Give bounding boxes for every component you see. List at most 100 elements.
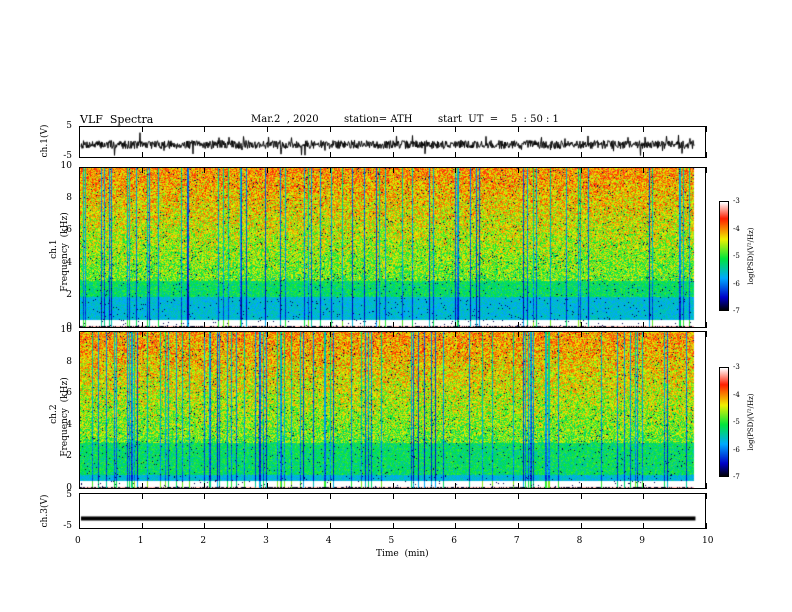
station-label: station= ATH <box>344 114 413 125</box>
ch1-spectrogram-panel <box>79 167 706 328</box>
x-tick-mark <box>392 126 394 132</box>
x-tick-mark <box>141 493 143 499</box>
x-tick-mark <box>141 331 143 337</box>
x-tick-mark <box>204 152 206 158</box>
x-tick-mark <box>392 523 394 529</box>
x-tick-mark <box>267 152 269 158</box>
ch1-ytick-top: 5 <box>66 121 72 131</box>
x-tick-mark <box>580 126 582 132</box>
x-tick-mark <box>643 523 645 529</box>
x-tick-label: 5 <box>388 536 395 546</box>
x-tick-mark <box>267 167 269 173</box>
x-tick-mark <box>580 523 582 529</box>
ch1-colorbar-gradient <box>720 202 728 310</box>
ch1-spec-ytick-label: 2 <box>66 289 72 300</box>
x-tick-mark <box>141 523 143 529</box>
x-tick-mark <box>204 523 206 529</box>
ch3-ylabel: ch.3(V) <box>40 494 50 528</box>
ch2-spec-ytick-label: 4 <box>66 419 72 430</box>
ch2-spec-ytick-label: 2 <box>66 451 72 462</box>
x-tick-mark <box>455 126 457 132</box>
x-tick-mark <box>643 167 645 173</box>
x-tick-mark <box>392 331 394 337</box>
ch1-spectrogram-image <box>80 168 705 327</box>
ch3-ytick-bottom: -5 <box>63 521 72 531</box>
x-tick-mark <box>204 483 206 489</box>
ch2-cbar-tick-1: -4 <box>733 391 740 399</box>
x-tick-label: 8 <box>576 536 583 546</box>
ch1-ytick-bottom: -5 <box>63 151 72 161</box>
x-tick-mark <box>204 331 206 337</box>
x-tick-mark <box>79 322 80 328</box>
x-tick-mark <box>580 483 582 489</box>
x-tick-mark <box>517 126 519 132</box>
x-tick-mark <box>455 523 457 529</box>
x-tick-label: 2 <box>200 536 207 546</box>
x-tick-mark <box>267 331 269 337</box>
x-tick-mark <box>141 322 143 328</box>
x-tick-mark <box>706 331 707 337</box>
x-tick-mark <box>517 331 519 337</box>
x-tick-mark <box>706 152 707 158</box>
ch2-spectrogram-image <box>80 332 705 488</box>
x-tick-mark <box>455 331 457 337</box>
ch1-spec-ytick-label: 10 <box>60 161 72 171</box>
x-tick-mark <box>517 483 519 489</box>
x-tick-mark <box>643 493 645 499</box>
x-tick-mark <box>79 493 80 499</box>
x-tick-mark <box>204 167 206 173</box>
x-tick-mark <box>267 493 269 499</box>
ch2-spec-ytick-label: 8 <box>66 356 72 367</box>
x-tick-mark <box>204 493 206 499</box>
x-tick-label: 4 <box>325 536 332 546</box>
x-tick-mark <box>329 322 331 328</box>
x-tick-mark <box>706 126 707 132</box>
x-tick-mark <box>329 483 331 489</box>
ch2-cbar-tick-4: -7 <box>733 473 740 481</box>
x-tick-label: 10 <box>702 536 714 546</box>
ch2-spectrogram-panel <box>79 331 706 489</box>
ch1-cbar-tick-3: -6 <box>733 280 740 288</box>
x-tick-mark <box>580 167 582 173</box>
x-tick-mark <box>329 493 331 499</box>
x-tick-mark <box>267 322 269 328</box>
x-tick-mark <box>79 523 80 529</box>
x-tick-mark <box>329 126 331 132</box>
x-tick-mark <box>79 152 80 158</box>
x-tick-mark <box>267 483 269 489</box>
ch2-spec-ytick-label: 6 <box>66 388 72 399</box>
x-tick-mark <box>643 152 645 158</box>
x-tick-mark <box>79 126 80 132</box>
x-tick-mark <box>706 322 707 328</box>
ch1-colorbar-label: log(PSD)(V²/Hz) <box>747 227 755 285</box>
ch2-cbar-tick-3: -6 <box>733 446 740 454</box>
ch1-colorbar <box>719 201 729 311</box>
x-tick-mark <box>517 523 519 529</box>
x-tick-mark <box>517 493 519 499</box>
ch2-spec-ytick-label: 10 <box>60 325 72 335</box>
x-tick-mark <box>267 523 269 529</box>
x-tick-label: 0 <box>75 536 81 546</box>
ch1-cbar-tick-2: -5 <box>733 252 740 260</box>
x-tick-mark <box>455 167 457 173</box>
date-label: Mar.2 , 2020 <box>251 114 319 125</box>
ch1-spec-ytick-label: 6 <box>66 225 72 236</box>
x-tick-mark <box>392 322 394 328</box>
x-tick-mark <box>580 152 582 158</box>
ch2-cbar-tick-0: -3 <box>733 363 740 371</box>
ch3-ytick-top: 5 <box>66 490 72 500</box>
x-tick-mark <box>517 167 519 173</box>
x-tick-mark <box>706 483 707 489</box>
ch2-spec-ylabel-text: ch.2 Frequency (kHz) <box>49 377 70 457</box>
x-tick-mark <box>455 493 457 499</box>
ch2-cbar-tick-2: -5 <box>733 418 740 426</box>
x-tick-mark <box>455 152 457 158</box>
x-tick-mark <box>455 322 457 328</box>
x-tick-mark <box>329 523 331 529</box>
x-tick-label: 1 <box>137 536 144 546</box>
x-tick-mark <box>392 152 394 158</box>
ch1-cbar-tick-1: -4 <box>733 225 740 233</box>
x-tick-mark <box>79 167 80 173</box>
ch1-spec-ylabel-text: ch.1 Frequency (kHz) <box>49 212 70 292</box>
x-tick-mark <box>141 152 143 158</box>
